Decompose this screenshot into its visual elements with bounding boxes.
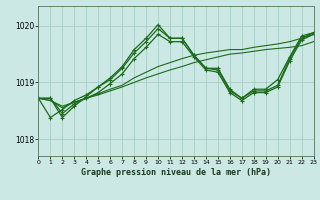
X-axis label: Graphe pression niveau de la mer (hPa): Graphe pression niveau de la mer (hPa)	[81, 168, 271, 177]
